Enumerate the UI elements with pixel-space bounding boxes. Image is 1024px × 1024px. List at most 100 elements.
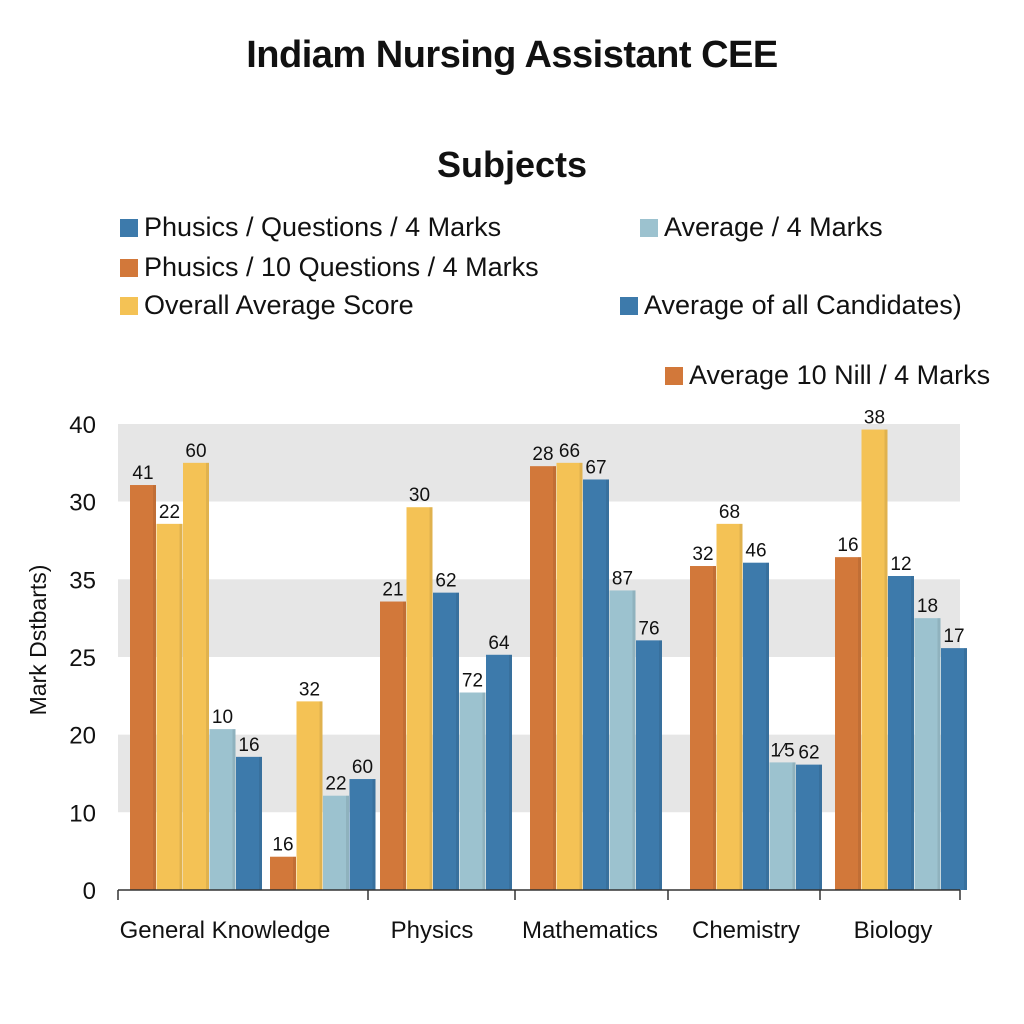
- bar-shade: [179, 523, 183, 890]
- x-category-label: Physics: [391, 917, 474, 944]
- bar-value-label: 16: [272, 835, 293, 856]
- bar-shade: [792, 762, 796, 890]
- bar: [380, 601, 406, 890]
- bar-value-label: 18: [917, 596, 938, 617]
- bar: [433, 592, 459, 890]
- legend-item: Phusics / 10 Questions / 4 Marks: [120, 252, 539, 283]
- bar-value-label: 67: [585, 457, 606, 478]
- bar: [323, 795, 349, 890]
- bar-value-label: 16: [238, 735, 259, 756]
- bar-value-label: 64: [488, 633, 510, 654]
- bar-value-label: 22: [325, 774, 346, 795]
- legend-swatch: [620, 296, 638, 315]
- bar: [914, 618, 941, 890]
- bar-shade: [739, 523, 743, 890]
- bar-shade: [509, 654, 512, 890]
- bar-shade: [579, 462, 583, 890]
- bar-value-label: 46: [745, 541, 766, 562]
- bar-value-label: 60: [185, 441, 206, 462]
- bar-value-label: 38: [864, 408, 885, 429]
- bar-value-label: 32: [299, 679, 320, 700]
- bar: [156, 523, 183, 890]
- bar-value-label: 12: [890, 554, 911, 575]
- bar-shade: [206, 462, 209, 890]
- bar: [406, 507, 433, 890]
- bar: [236, 756, 262, 890]
- bar-shade: [713, 566, 716, 890]
- bar-shade: [553, 466, 556, 890]
- bar: [888, 576, 914, 890]
- bar-value-label: 30: [409, 485, 430, 506]
- bar-shade: [606, 479, 609, 890]
- bar-shade: [372, 779, 376, 890]
- bar-value-label: 32: [692, 544, 713, 565]
- bar: [609, 590, 636, 890]
- bar: [716, 523, 743, 890]
- bar-shade: [403, 601, 406, 890]
- bar-shade: [937, 618, 941, 890]
- bar-shade: [429, 507, 433, 890]
- legend-item: Average of all Candidates): [620, 290, 962, 321]
- y-axis-label: Mark Dstbarts): [25, 565, 51, 716]
- y-tick-label: 35: [69, 567, 96, 594]
- legend-swatch: [640, 218, 658, 237]
- bar-value-label: 62: [435, 571, 456, 592]
- bar: [556, 462, 583, 890]
- legend-label: Overall Average Score: [144, 290, 414, 320]
- bar-shade: [232, 729, 236, 890]
- bar: [459, 692, 486, 890]
- x-category-label: Biology: [854, 917, 933, 944]
- bar-value-label: 72: [462, 671, 483, 692]
- legend-label: Average of all Candidates): [644, 290, 962, 320]
- bar: [743, 562, 769, 890]
- bar: [270, 856, 296, 890]
- bar-value-label: 60: [352, 757, 373, 778]
- bar-value-label: 22: [159, 502, 180, 523]
- legend-label: Average / 4 Marks: [664, 212, 883, 242]
- bar-shade: [632, 590, 636, 890]
- bar-value-label: 62: [798, 743, 819, 764]
- y-tick-label: 10: [69, 800, 96, 827]
- bar-shade: [319, 701, 323, 890]
- legend-label: Phusics / 10 Questions / 4 Marks: [144, 252, 539, 282]
- bar-value-label: 10: [212, 707, 233, 728]
- legend-label: Phusics / Questions / 4 Marks: [144, 212, 502, 242]
- legend-swatch: [120, 218, 138, 237]
- legend-item: Overall Average Score: [120, 290, 414, 321]
- legend-label: Average 10 Nill / 4 Marks: [689, 360, 991, 390]
- y-tick-label: 30: [69, 490, 96, 517]
- bar-value-label: 41: [132, 463, 153, 484]
- legend-item: Average 10 Nill / 4 Marks: [665, 360, 990, 391]
- x-category-label: Chemistry: [692, 917, 800, 944]
- bar-value-label: 66: [559, 441, 580, 462]
- bar: [486, 654, 512, 890]
- bar: [796, 764, 822, 890]
- bar: [941, 648, 967, 890]
- bar: [183, 462, 209, 890]
- x-category-label: Mathematics: [522, 917, 658, 944]
- y-tick-label: 40: [69, 412, 96, 439]
- bar: [835, 557, 861, 890]
- bar: [530, 466, 556, 890]
- bar: [690, 566, 716, 890]
- bar-value-label: 28: [532, 444, 553, 465]
- bar-shade: [659, 640, 662, 890]
- bar-shade: [293, 856, 296, 890]
- legend-swatch: [120, 296, 138, 315]
- bar-shade: [153, 485, 156, 890]
- bar-shade: [964, 648, 967, 890]
- chart-subtitle: Subjects: [436, 144, 588, 185]
- bar-shade: [346, 795, 349, 890]
- x-category-label: General Knowledge: [120, 917, 331, 944]
- bar-value-label: 16: [837, 535, 858, 556]
- legend-swatch: [120, 258, 138, 277]
- bar-shade: [858, 557, 861, 890]
- bar-shade: [456, 592, 459, 890]
- bar: [583, 479, 609, 890]
- bar: [209, 729, 236, 890]
- bar: [861, 429, 888, 890]
- bar-value-label: 68: [719, 502, 740, 523]
- y-tick-label: 20: [69, 723, 96, 750]
- bar-value-label: 87: [612, 568, 633, 589]
